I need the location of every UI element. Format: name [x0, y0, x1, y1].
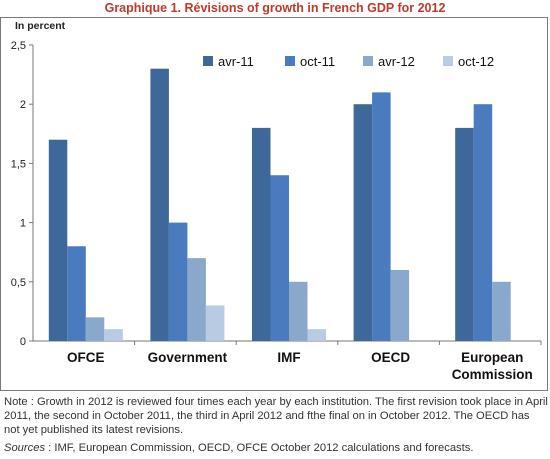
x-category-label: European	[461, 350, 523, 365]
y-tick-label: 0	[20, 336, 26, 348]
bar-oct-11	[372, 92, 391, 341]
bar-avr-12	[289, 281, 308, 341]
bar-oct-11	[67, 246, 86, 341]
bar-oct-11	[473, 104, 493, 341]
legend-swatch-oct-12	[443, 56, 453, 66]
bar-avr-11	[353, 104, 373, 341]
bar-avr-11	[455, 127, 474, 341]
legend-label-oct-11: oct-11	[300, 54, 335, 69]
bar-oct-12	[205, 305, 225, 341]
bar-avr-11	[252, 127, 271, 341]
x-category-label: OECD	[371, 350, 410, 365]
bar-avr-12	[492, 281, 511, 341]
x-category-label: Government	[148, 350, 228, 365]
bar-oct-12	[104, 329, 123, 341]
sources-label: Sources	[4, 442, 46, 454]
chart-frame: In percent 0 0,5 1 1,5 2 2,5 OFCE Government IMF O…	[0, 17, 548, 391]
bar-oct-12	[307, 329, 326, 341]
sources-text: : IMF, European Commission, OECD, OFCE O…	[45, 442, 474, 454]
y-tick-label: 2	[20, 99, 26, 111]
y-axis-label: In percent	[15, 20, 66, 32]
bar-avr-11	[48, 139, 68, 341]
chart-note: Note : Growth in 2012 is reviewed four t…	[4, 396, 548, 436]
y-tick-label: 0,5	[11, 277, 26, 289]
x-category-label: IMF	[277, 350, 300, 365]
bar-avr-12	[85, 317, 105, 341]
bar-chart: In percent 0 0,5 1 1,5 2 2,5 OFCE Government IMF O…	[11, 20, 542, 382]
legend-label-avr-11: avr-11	[218, 54, 254, 69]
chart-sources: Sources : IMF, European Commission, OECD…	[4, 441, 548, 455]
bar-oct-11	[270, 175, 289, 341]
y-tick-label: 2,5	[11, 40, 26, 52]
chart-title: Graphique 1. Révisions of growth in Fren…	[104, 1, 446, 15]
legend-swatch-avr-12	[363, 56, 373, 66]
bar-avr-12	[390, 269, 410, 341]
y-tick-label: 1,5	[11, 158, 26, 170]
bar-oct-11	[168, 222, 188, 341]
y-tick-label: 1	[20, 218, 26, 230]
bar-avr-12	[187, 258, 206, 341]
x-category-label: Commission	[452, 367, 533, 382]
bar-avr-11	[150, 68, 169, 342]
legend-swatch-avr-11	[203, 56, 213, 66]
legend-swatch-oct-11	[285, 56, 295, 66]
x-category-label: OFCE	[67, 350, 105, 365]
legend-label-oct-12: oct-12	[458, 54, 494, 69]
legend-label-avr-12: avr-12	[378, 54, 415, 69]
